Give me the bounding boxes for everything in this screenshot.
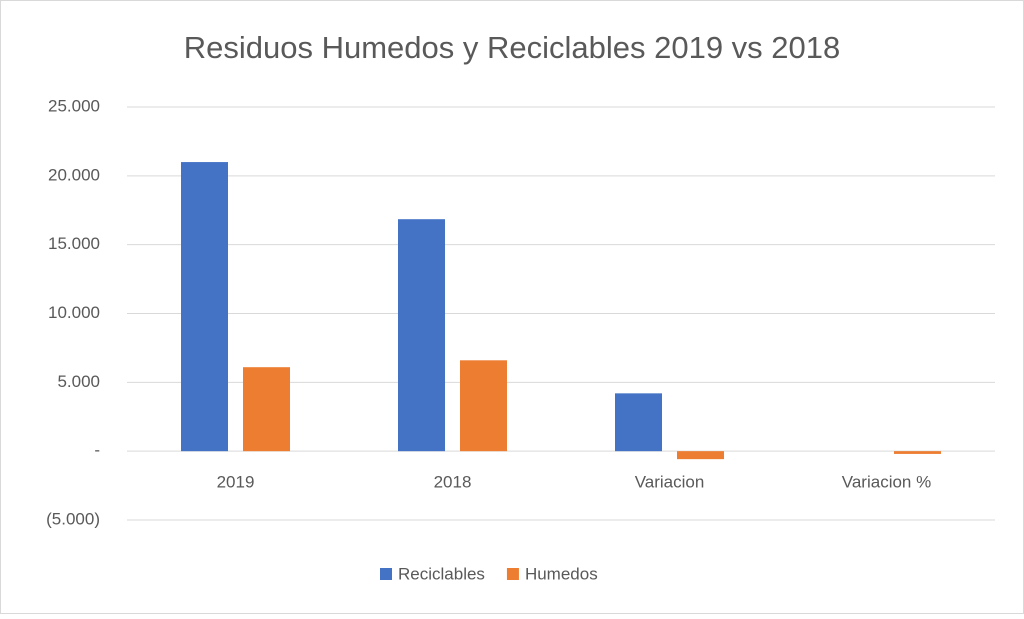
bar (398, 219, 445, 452)
bar (243, 367, 290, 452)
y-tick-label: - (94, 441, 100, 460)
legend-swatch (380, 568, 392, 580)
bar (677, 451, 724, 460)
legend-label: Reciclables (398, 564, 485, 583)
y-tick-label: 15.000 (48, 234, 100, 253)
y-tick-label: 20.000 (48, 165, 100, 184)
x-tick-label: Variacion (635, 472, 705, 491)
bar (460, 360, 507, 452)
bar (181, 162, 228, 452)
bar (615, 393, 662, 452)
x-tick-label: Variacion % (842, 472, 931, 491)
y-tick-label: 10.000 (48, 303, 100, 322)
bar (894, 451, 941, 454)
y-tick-label: (5.000) (46, 509, 100, 528)
x-tick-label: 2019 (217, 472, 255, 491)
legend-label: Humedos (525, 564, 598, 583)
chart-title: Residuos Humedos y Reciclables 2019 vs 2… (184, 30, 841, 65)
y-tick-label: 5.000 (57, 372, 100, 391)
legend-swatch (506, 568, 519, 580)
y-tick-label: 25.000 (48, 96, 100, 115)
x-tick-label: 2018 (434, 472, 472, 491)
